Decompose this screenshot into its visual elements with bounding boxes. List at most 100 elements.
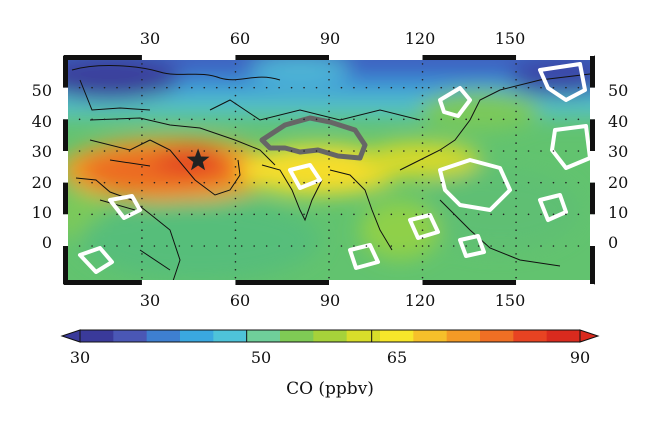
grid-dot <box>421 229 424 231</box>
grid-dot <box>141 237 143 239</box>
lon-tick-top: 150 <box>495 29 526 48</box>
grid-dot <box>353 181 355 184</box>
frame-scale-segment <box>63 182 68 215</box>
lat-tick-right: 10 <box>608 203 628 222</box>
grid-dot <box>340 150 343 152</box>
grid-dot <box>315 181 318 184</box>
grid-dot <box>403 181 405 184</box>
grid-dot <box>234 173 237 176</box>
grid-dot <box>440 86 443 89</box>
grid-dot <box>240 86 243 89</box>
grid-dot <box>265 118 268 121</box>
grid-dot <box>465 118 467 121</box>
grid-dot <box>390 150 393 152</box>
grid-dot <box>228 213 231 216</box>
grid-dot <box>527 150 530 152</box>
grid-dot <box>527 181 530 184</box>
grid-dot <box>141 78 143 81</box>
grid-dot <box>103 150 106 152</box>
lon-tick-top: 60 <box>230 29 250 48</box>
grid-dot <box>515 221 517 224</box>
grid-dot <box>240 118 243 121</box>
grid-dot <box>540 245 542 247</box>
colorbar-segment <box>246 330 281 342</box>
grid-dot <box>378 181 380 184</box>
grid-dot <box>378 118 380 121</box>
grid-dot <box>515 181 517 184</box>
grid-dot <box>234 110 237 113</box>
grid-dot <box>166 213 168 216</box>
grid-dot <box>353 245 355 247</box>
grid-dot <box>328 86 330 89</box>
lon-ticks-top: 30 60 90 120 150 <box>140 29 525 48</box>
grid-dot <box>328 268 330 271</box>
grid-dot <box>353 86 355 89</box>
grid-dot <box>415 118 418 121</box>
colorbar-segment <box>346 330 381 342</box>
grid-dot <box>141 158 143 160</box>
grid-dot <box>440 245 443 247</box>
grid-dot <box>515 253 517 255</box>
grid-dot <box>515 102 517 105</box>
grid-dot <box>78 118 81 121</box>
grid-dot <box>234 134 237 136</box>
co-field <box>64 56 594 284</box>
grid-dot <box>234 63 237 65</box>
lat-tick-right: 30 <box>608 142 628 161</box>
grid-dot <box>577 245 580 247</box>
colorbar-segment <box>546 330 581 342</box>
frame-scale-segment <box>422 280 517 285</box>
grid-dot <box>540 86 542 89</box>
grid-dot <box>141 173 143 176</box>
grid-dot <box>203 181 206 184</box>
grid-dot <box>328 181 330 184</box>
grid-dot <box>427 213 430 216</box>
grid-dot <box>78 181 81 184</box>
grid-dot <box>490 118 492 121</box>
grid-dot <box>378 245 380 247</box>
frame-scale-segment <box>63 56 68 88</box>
grid-dot <box>141 276 143 279</box>
lat-ticks-left: 50 40 30 20 10 0 <box>32 81 52 252</box>
grid-dot <box>515 276 517 279</box>
grid-dot <box>253 213 255 216</box>
grid-dot <box>141 94 143 97</box>
lon-tick-bottom: 120 <box>405 291 436 310</box>
grid-dot <box>315 150 318 152</box>
colorbar: 30 50 65 90 CO (ppbv) <box>60 329 600 399</box>
grid-dot <box>234 126 237 129</box>
colorbar-segment <box>413 330 448 342</box>
frame-scale-segment <box>64 280 142 285</box>
lat-tick-left: 10 <box>32 203 52 222</box>
grid-dot <box>527 213 530 216</box>
grid-dot <box>191 245 193 247</box>
grid-dot <box>141 268 143 271</box>
grid-dot <box>91 150 93 152</box>
grid-dot <box>477 245 480 247</box>
grid-dot <box>91 245 93 247</box>
grid-dot <box>565 118 567 121</box>
grid-dot <box>215 118 218 121</box>
grid-dot <box>128 150 131 152</box>
grid-dot <box>440 213 443 216</box>
grid-dot <box>552 213 555 216</box>
grid-dot <box>103 213 106 216</box>
grid-dot <box>378 150 380 152</box>
grid-dot <box>234 150 237 152</box>
grid-dot <box>403 150 405 152</box>
grid-dot <box>390 181 393 184</box>
grid-dot <box>515 86 517 89</box>
frame-scale-segment <box>590 87 595 120</box>
grid-dot <box>203 213 206 216</box>
grid-dot <box>577 213 580 216</box>
grid-dot <box>577 118 580 121</box>
grid-dot <box>253 150 255 152</box>
colorbar-segment <box>280 330 314 342</box>
grid-dot <box>421 110 424 113</box>
grid-dot <box>128 181 131 184</box>
grid-dot <box>340 181 343 184</box>
grid-dot <box>421 118 424 121</box>
colorbar-arrow-right <box>579 329 600 343</box>
grid-dot <box>552 150 555 152</box>
frame-scale-segment <box>141 55 236 60</box>
